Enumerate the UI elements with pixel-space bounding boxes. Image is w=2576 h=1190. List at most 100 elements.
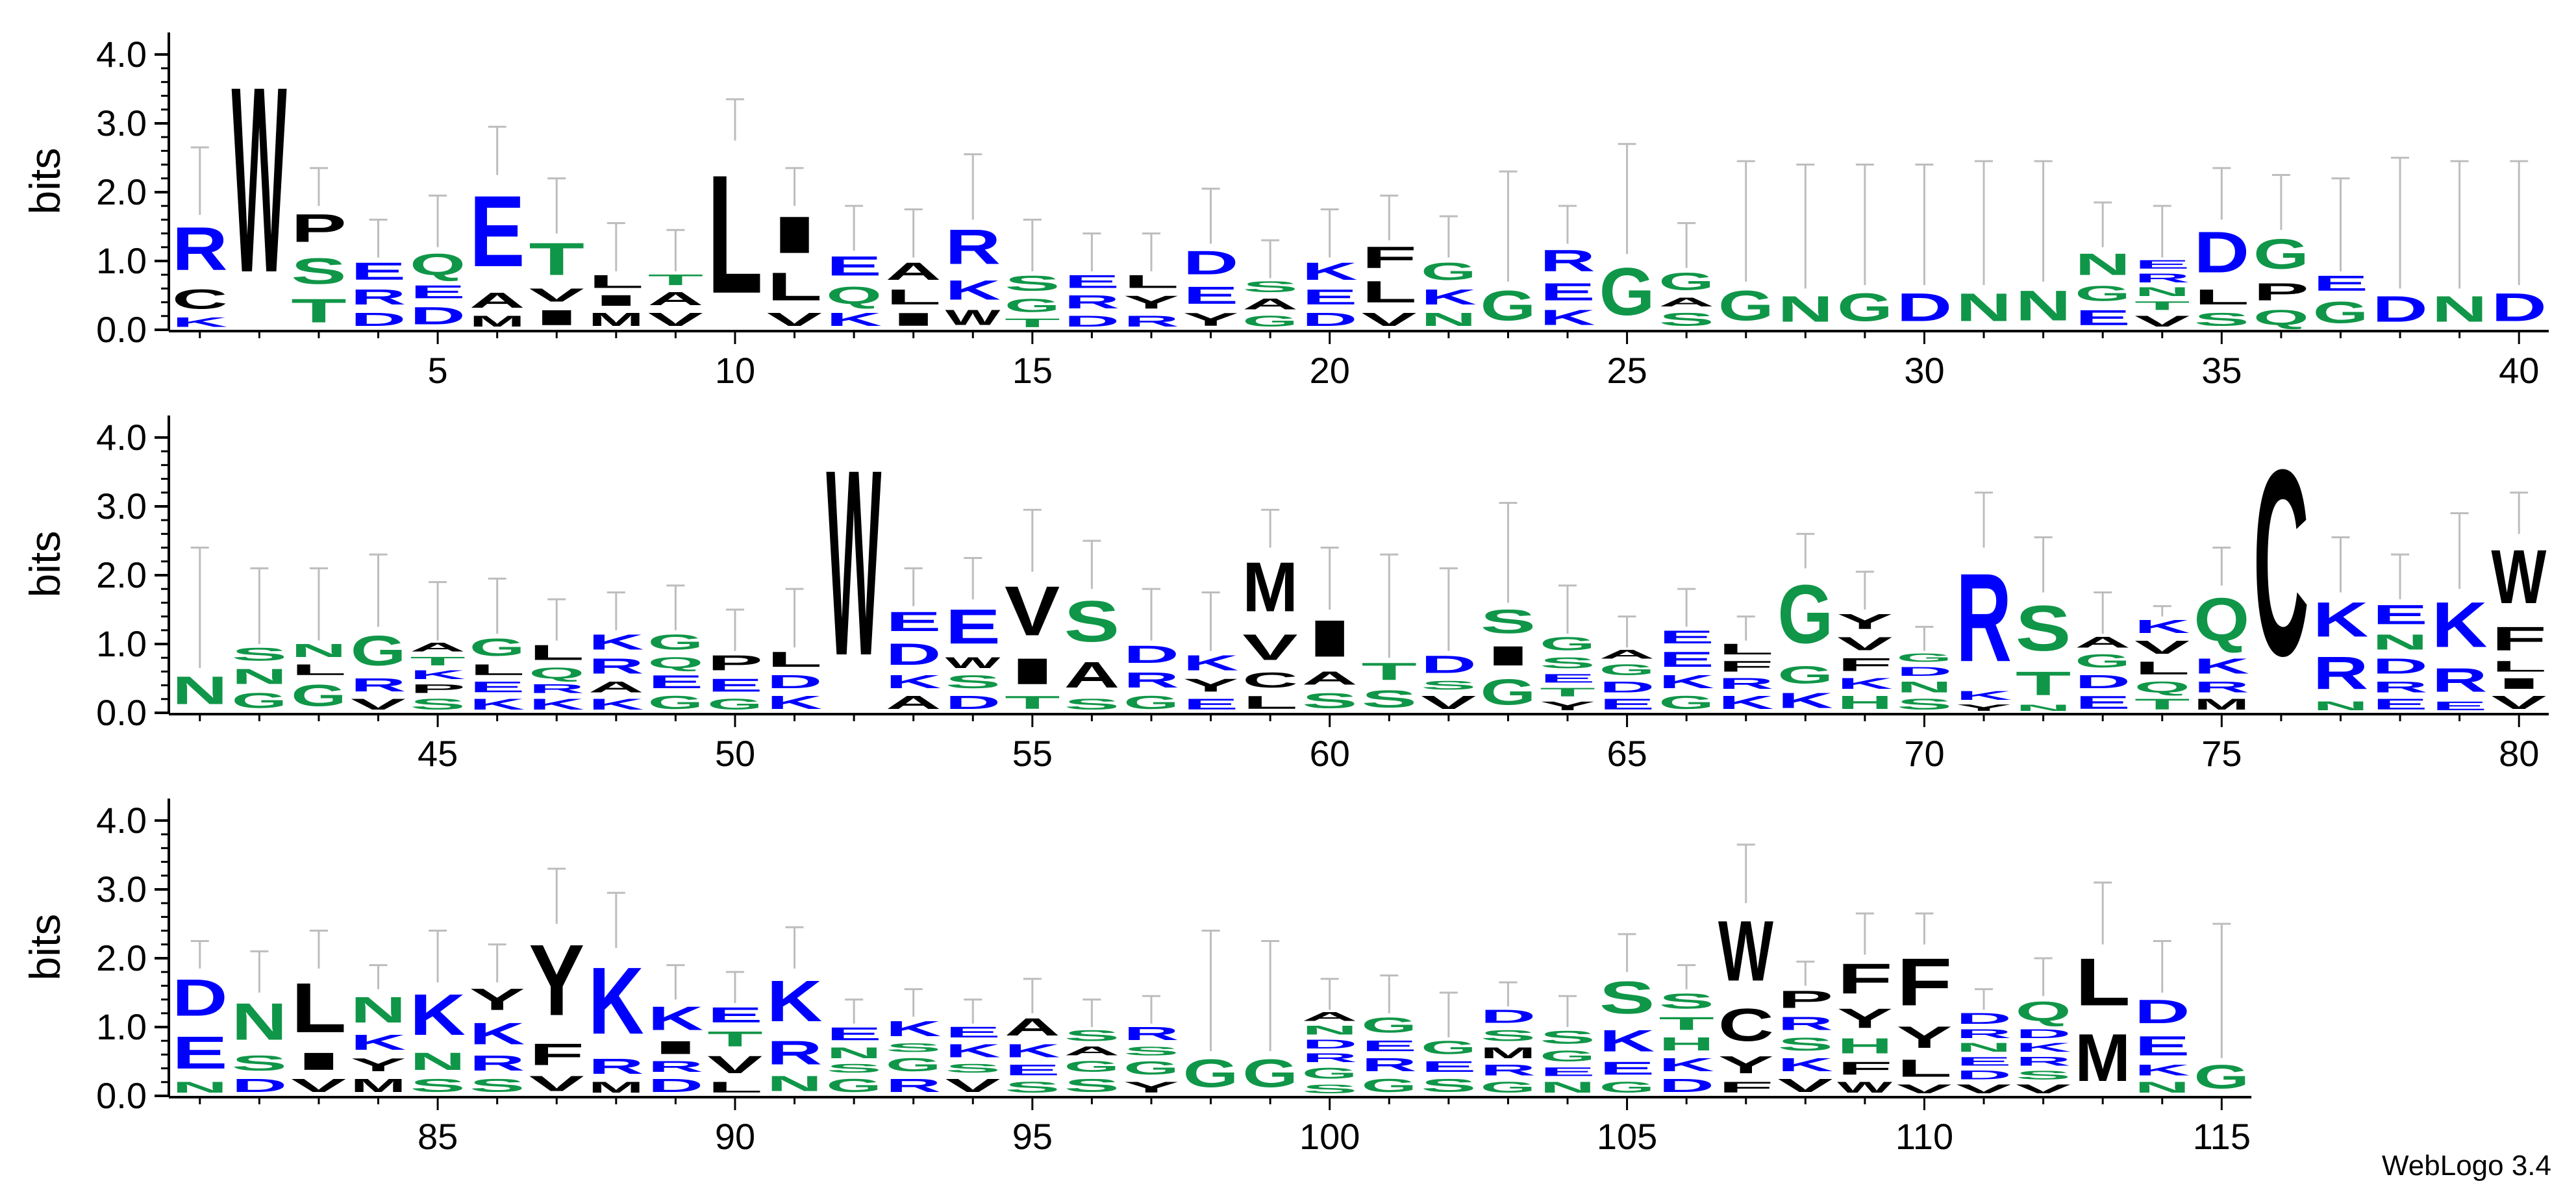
x-tick-label: 85 [418, 1116, 458, 1157]
logo-letter: H [1837, 692, 1893, 713]
y-tick-label: 1.0 [96, 240, 147, 281]
logo-letter: A [410, 641, 466, 654]
logo-letter: D [2372, 654, 2428, 678]
logo-letter: N [1540, 1079, 1595, 1096]
logo-letter: K [886, 1017, 942, 1041]
logo-letter: S [2194, 309, 2250, 330]
logo-letter: Y [1183, 309, 1239, 330]
logo-letter: E [1005, 1061, 1060, 1079]
logo-letter: P [2253, 279, 2309, 306]
logo-letter: E [2372, 599, 2428, 630]
logo-column: GRD [1123, 588, 1179, 713]
logo-letter: W [1718, 903, 1773, 1000]
logo-letter: G [2075, 651, 2131, 672]
x-tick-label: 35 [2201, 350, 2242, 391]
y-tick-label: 4.0 [96, 34, 147, 75]
logo-letter: E [2134, 1030, 2190, 1061]
logo-letter: G [1658, 692, 1714, 713]
logo-letter: I [2491, 675, 2547, 692]
logo-letter: D [1956, 1010, 2012, 1027]
logo-letter: E [1540, 671, 1595, 685]
logo-column: G [1183, 930, 1239, 1096]
logo-letter: N [2134, 1079, 2190, 1096]
logo-letter: N [351, 989, 406, 1030]
logo-letter: E [1421, 1058, 1477, 1075]
logo-letter: G [1778, 569, 1834, 662]
logo-letter: G [826, 1075, 882, 1096]
x-tick-label: 25 [1607, 350, 1647, 391]
y-tick-label: 2.0 [96, 554, 147, 595]
logo-column: D [1897, 164, 1952, 330]
logo-column: DRE [351, 218, 406, 330]
logo-letter: G [707, 695, 763, 712]
logo-letter: A [886, 692, 942, 713]
logo-column: NKG [1421, 215, 1477, 330]
logo-letter: I [648, 1037, 704, 1058]
logo-letter: G [1183, 1051, 1239, 1096]
logo-letter: G [2194, 1058, 2250, 1096]
logo-letter: C [2253, 414, 2309, 711]
logo-column: VFY [529, 867, 584, 1096]
logo-letter: K [2134, 617, 2190, 638]
logo-letter: F [1837, 1058, 1893, 1078]
logo-letter: G [1421, 1037, 1477, 1058]
logo-letter: N [232, 665, 288, 689]
logo-letter: K [1658, 672, 1714, 693]
logo-letter: L [1362, 275, 1418, 309]
logo-letter: E [1956, 1054, 2012, 1068]
logo-letter: K [1956, 689, 2012, 702]
logo-letter: G [1064, 1058, 1120, 1075]
logo-letter: S [1005, 1078, 1060, 1096]
logo-letter: Y [1540, 699, 1595, 713]
logo-letter: Q [2134, 678, 2190, 695]
logo-letter: D [1302, 309, 1358, 330]
logo-letter: S [1064, 1027, 1120, 1045]
logo-letter: W [1837, 1078, 1893, 1096]
logo-letter: I [1302, 609, 1358, 667]
logo-letter: G [1481, 282, 1536, 330]
logo-letter: S [1064, 1075, 1120, 1096]
logo-letter: I [886, 309, 942, 330]
logo-letter: N [410, 1047, 466, 1075]
logo-letter: S [2016, 1069, 2071, 1082]
logo-letter: E [2313, 271, 2369, 295]
logo-column: ST [1362, 553, 1418, 713]
logo-letter: S [1362, 686, 1418, 713]
logo-letter: Q [2253, 306, 2309, 330]
logo-letter: Y [1123, 292, 1179, 313]
logo-letter: N [172, 1079, 228, 1096]
logo-letter: K [529, 696, 584, 713]
logo-letter: K [1183, 651, 1239, 675]
logo-letter: L [529, 641, 584, 665]
logo-letter: K [2016, 1041, 2071, 1054]
logo-letter: D [2372, 288, 2428, 330]
logo-letter: G [886, 1054, 942, 1075]
logo-letter: S [886, 1041, 942, 1054]
logo-letter: E [1540, 1065, 1595, 1078]
y-tick-label: 0.0 [96, 309, 147, 350]
logo-letter: E [2075, 306, 2131, 330]
logo-letter: H [1658, 1034, 1714, 1055]
x-tick-label: 115 [2193, 1116, 2251, 1157]
y-axis-label: bits [21, 531, 69, 598]
logo-letter: G [1540, 634, 1595, 654]
logo-letter: E [707, 1003, 763, 1027]
logo-letter: T [1005, 692, 1060, 712]
logo-letter: F [1837, 654, 1893, 675]
logo-letter: Y [1183, 675, 1239, 696]
logo-letter: A [1302, 1010, 1358, 1023]
logo-letter: T [2016, 665, 2071, 702]
logo-letter: A [1005, 1013, 1060, 1041]
logo-letter: R [1302, 1051, 1358, 1065]
logo-letter: T [707, 1027, 763, 1051]
logo-letter: S [1897, 695, 1953, 713]
logo-letter: Q [410, 247, 466, 281]
logo-letter: S [1421, 1075, 1477, 1096]
logo-letter: V [1362, 309, 1418, 330]
